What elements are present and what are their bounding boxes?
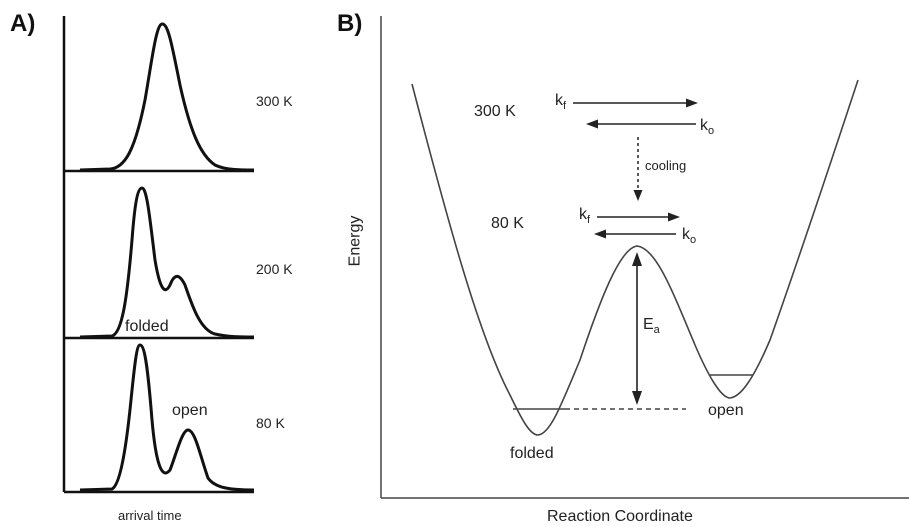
panel-b-x-axis-label: Reaction Coordinate [547, 508, 693, 525]
cooling-arrow [633, 137, 643, 201]
panel-a-axes [62, 16, 254, 494]
trace-200k [79, 186, 255, 339]
panel-a-x-axis-label: arrival time [118, 508, 182, 523]
temp-label-80k: 80 K [491, 215, 524, 232]
kf-arrow-80k [597, 212, 680, 222]
panel-b-label: B) [337, 10, 363, 37]
annotation-folded: folded [125, 318, 169, 335]
trace-80k [79, 343, 255, 492]
kf-arrow-300k [573, 98, 698, 108]
temperature-label-80k: 80 K [256, 415, 285, 431]
energy-curve [411, 79, 859, 436]
annotation-open: open [172, 402, 208, 419]
temp-label-300k: 300 K [474, 103, 516, 120]
temperature-label-200k: 200 K [256, 261, 293, 277]
panel-b-axes [380, 16, 909, 499]
ko-arrow-300k [586, 119, 696, 129]
ko-label-80k: ko [682, 226, 697, 247]
ko-label-300k: ko [700, 117, 715, 138]
panel-a-label: A) [10, 10, 36, 37]
trace-300k [79, 22, 255, 172]
temperature-label-300k: 300 K [256, 93, 293, 109]
well-label-open: open [708, 402, 744, 419]
kf-label-300k: kf [555, 92, 567, 113]
ko-arrow-80k [594, 229, 676, 239]
well-label-folded: folded [510, 445, 554, 462]
activation-energy-label: Ea [643, 316, 660, 337]
kf-label-80k: kf [579, 206, 591, 227]
panel-b-y-axis-label: Energy [346, 215, 364, 267]
activation-energy-arrow [632, 252, 642, 405]
cooling-label: cooling [645, 158, 687, 173]
